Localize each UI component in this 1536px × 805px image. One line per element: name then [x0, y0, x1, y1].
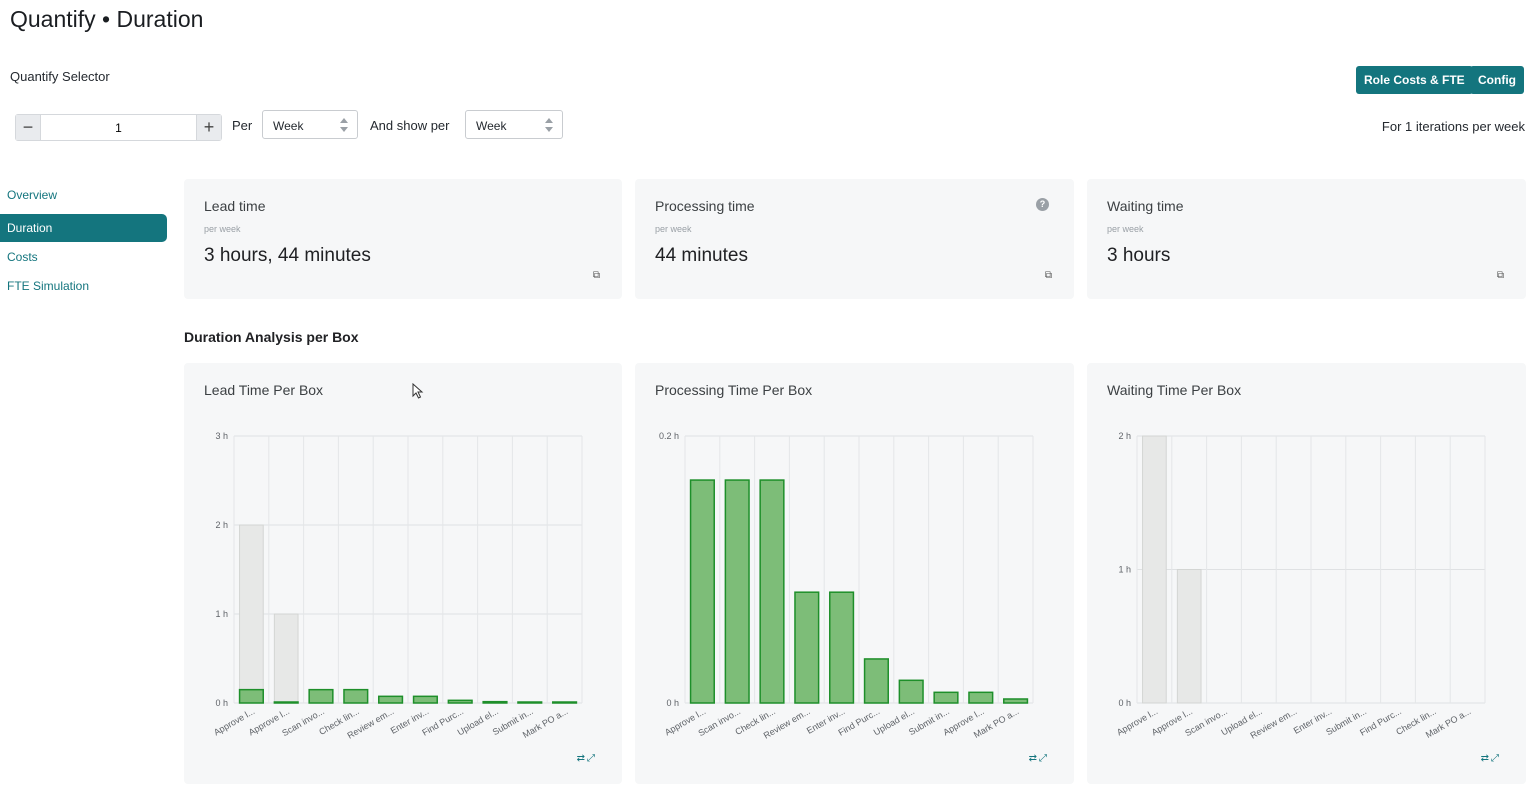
- decrement-button[interactable]: −: [16, 115, 40, 140]
- per-select[interactable]: Week: [262, 110, 358, 139]
- y-tick-label: 2 h: [215, 520, 228, 530]
- lead-time-value: 3 hours, 44 minutes: [204, 245, 371, 266]
- sidebar-item-duration[interactable]: Duration: [0, 214, 167, 242]
- processing-time-subtitle: per week: [655, 224, 692, 234]
- chart-title: Waiting Time Per Box: [1107, 382, 1242, 398]
- show-per-select-value: Week: [476, 119, 507, 133]
- processing-bar[interactable]: [412, 695, 438, 704]
- processing-bar[interactable]: [447, 699, 473, 704]
- copy-icon[interactable]: ⧉: [1496, 270, 1504, 281]
- per-select-value: Week: [273, 119, 304, 133]
- increment-button[interactable]: +: [197, 115, 221, 140]
- show-per-label: And show per: [370, 118, 450, 133]
- waiting-time-subtitle: per week: [1107, 224, 1144, 234]
- y-tick-label: 0 h: [666, 698, 679, 708]
- processing-bar[interactable]: [829, 591, 855, 704]
- waiting-time-title: Waiting time: [1107, 198, 1184, 214]
- waiting-bar[interactable]: [273, 613, 299, 704]
- processing-bar[interactable]: [1003, 698, 1029, 704]
- quantity-stepper: − +: [15, 114, 222, 141]
- y-tick-label: 1 h: [1118, 565, 1131, 575]
- mouse-cursor-icon: [412, 383, 424, 399]
- sidebar-item-overview[interactable]: Overview: [7, 188, 58, 202]
- processing-bar[interactable]: [517, 701, 543, 704]
- sidebar-item-fte-simulation[interactable]: FTE Simulation: [7, 279, 90, 293]
- iterations-note: For 1 iterations per week: [1381, 119, 1525, 134]
- processing-bar[interactable]: [238, 688, 264, 704]
- processing-bar[interactable]: [552, 701, 578, 704]
- processing-bar[interactable]: [898, 679, 924, 704]
- waiting-time-value: 3 hours: [1107, 245, 1171, 266]
- y-tick-label: 0 h: [215, 698, 228, 708]
- processing-bar[interactable]: [482, 700, 508, 704]
- chart-tools-icon[interactable]: ⇄⤢: [576, 753, 597, 764]
- lead-time-title: Lead time: [204, 198, 266, 214]
- processing-bar[interactable]: [759, 479, 785, 704]
- lead-time-subtitle: per week: [204, 224, 241, 234]
- processing-bar[interactable]: [689, 479, 715, 704]
- processing-time-value: 44 minutes: [655, 245, 748, 266]
- copy-icon[interactable]: ⧉: [1044, 270, 1052, 281]
- waiting-bar[interactable]: [1142, 435, 1167, 704]
- chart-tools-icon[interactable]: ⇄⤢: [1028, 753, 1049, 764]
- processing-bar[interactable]: [968, 691, 994, 704]
- quantity-input[interactable]: [40, 115, 197, 140]
- waiting-bar[interactable]: [239, 524, 264, 704]
- section-title: Duration Analysis per Box: [184, 329, 359, 345]
- waiting-time-card: Waiting time per week 3 hours ⧉: [1087, 179, 1526, 299]
- chart-title: Processing Time Per Box: [655, 382, 813, 398]
- help-icon[interactable]: ?: [1036, 198, 1049, 211]
- processing-bar[interactable]: [308, 688, 334, 704]
- per-label: Per: [232, 118, 253, 133]
- show-per-select[interactable]: Week: [465, 110, 563, 139]
- lead-time-card: Lead time per week 3 hours, 44 minutes ⧉: [184, 179, 622, 299]
- select-arrows-icon: [545, 118, 553, 133]
- y-tick-label: 3 h: [215, 431, 228, 441]
- quantify-selector-label: Quantify Selector: [10, 69, 110, 84]
- processing-bar[interactable]: [794, 591, 820, 704]
- waiting-bar[interactable]: [1176, 569, 1202, 704]
- processing-bar[interactable]: [863, 658, 889, 704]
- chart-title: Lead Time Per Box: [204, 382, 324, 398]
- processing-bar[interactable]: [724, 479, 750, 704]
- select-arrows-icon: [340, 118, 348, 133]
- processing-bar[interactable]: [343, 688, 369, 704]
- page-title: Quantify • Duration: [10, 6, 204, 32]
- config-button[interactable]: Config: [1470, 66, 1524, 94]
- y-tick-label: 1 h: [215, 609, 228, 619]
- processing-time-chart-card: Processing Time Per Box 0 h 0.2 h Approve …: [635, 363, 1074, 784]
- processing-bar[interactable]: [378, 695, 404, 704]
- role-costs-button[interactable]: Role Costs & FTE: [1356, 66, 1473, 94]
- processing-time-card: Processing time ? per week 44 minutes ⧉: [635, 179, 1074, 299]
- chart-tools-icon[interactable]: ⇄⤢: [1480, 753, 1501, 764]
- y-tick-label: 2 h: [1118, 431, 1131, 441]
- processing-bar[interactable]: [933, 691, 959, 704]
- y-tick-label: 0.2 h: [659, 431, 679, 441]
- copy-icon[interactable]: ⧉: [592, 270, 600, 281]
- sidebar-item-costs[interactable]: Costs: [7, 250, 38, 264]
- processing-time-title: Processing time: [655, 198, 755, 214]
- processing-bar[interactable]: [273, 701, 299, 704]
- y-tick-label: 0 h: [1118, 698, 1131, 708]
